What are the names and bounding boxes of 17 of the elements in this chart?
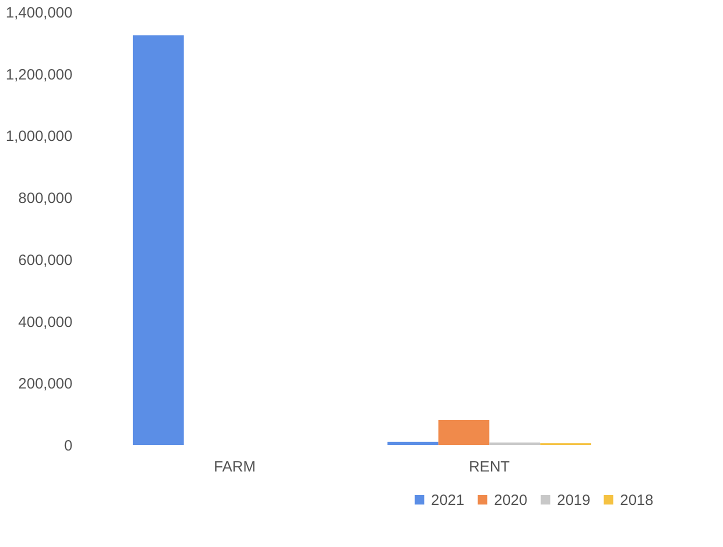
y-tick-label: 0 [64,438,72,454]
y-tick-label: 800,000 [18,190,72,208]
y-tick-label: 1,200,000 [6,66,72,84]
legend-label: 2020 [494,492,528,509]
y-tick-label: 1,400,000 [6,4,72,22]
legend-label: 2018 [620,492,654,509]
bar [132,35,184,445]
bar [387,442,438,445]
legend-label: 2021 [431,492,464,509]
x-tick-label: RENT [468,458,510,476]
y-tick-label: 200,000 [18,376,72,393]
bar [438,420,490,445]
legend-label: 2019 [557,492,590,509]
x-tick-label: FARM [214,458,256,476]
y-tick-label: 1,000,000 [6,128,72,146]
y-tick-label: 400,000 [18,314,72,331]
y-tick-label: 600,000 [18,252,72,269]
